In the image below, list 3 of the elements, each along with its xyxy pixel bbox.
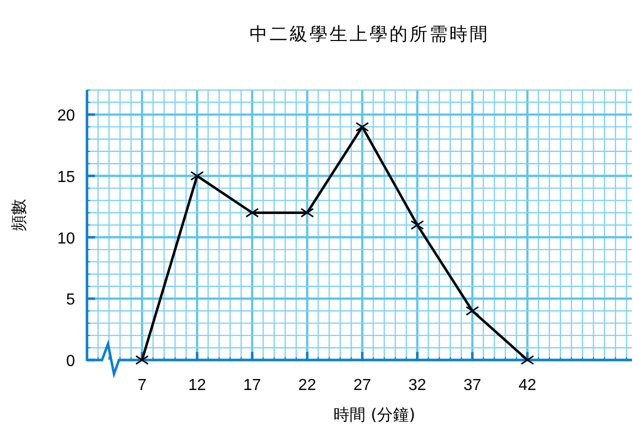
- chart-title: 中二級學生上學的所需時間: [250, 24, 490, 45]
- x-axis-title: 時間 (分鐘): [334, 405, 416, 424]
- y-axis-title: 頻數: [9, 199, 28, 231]
